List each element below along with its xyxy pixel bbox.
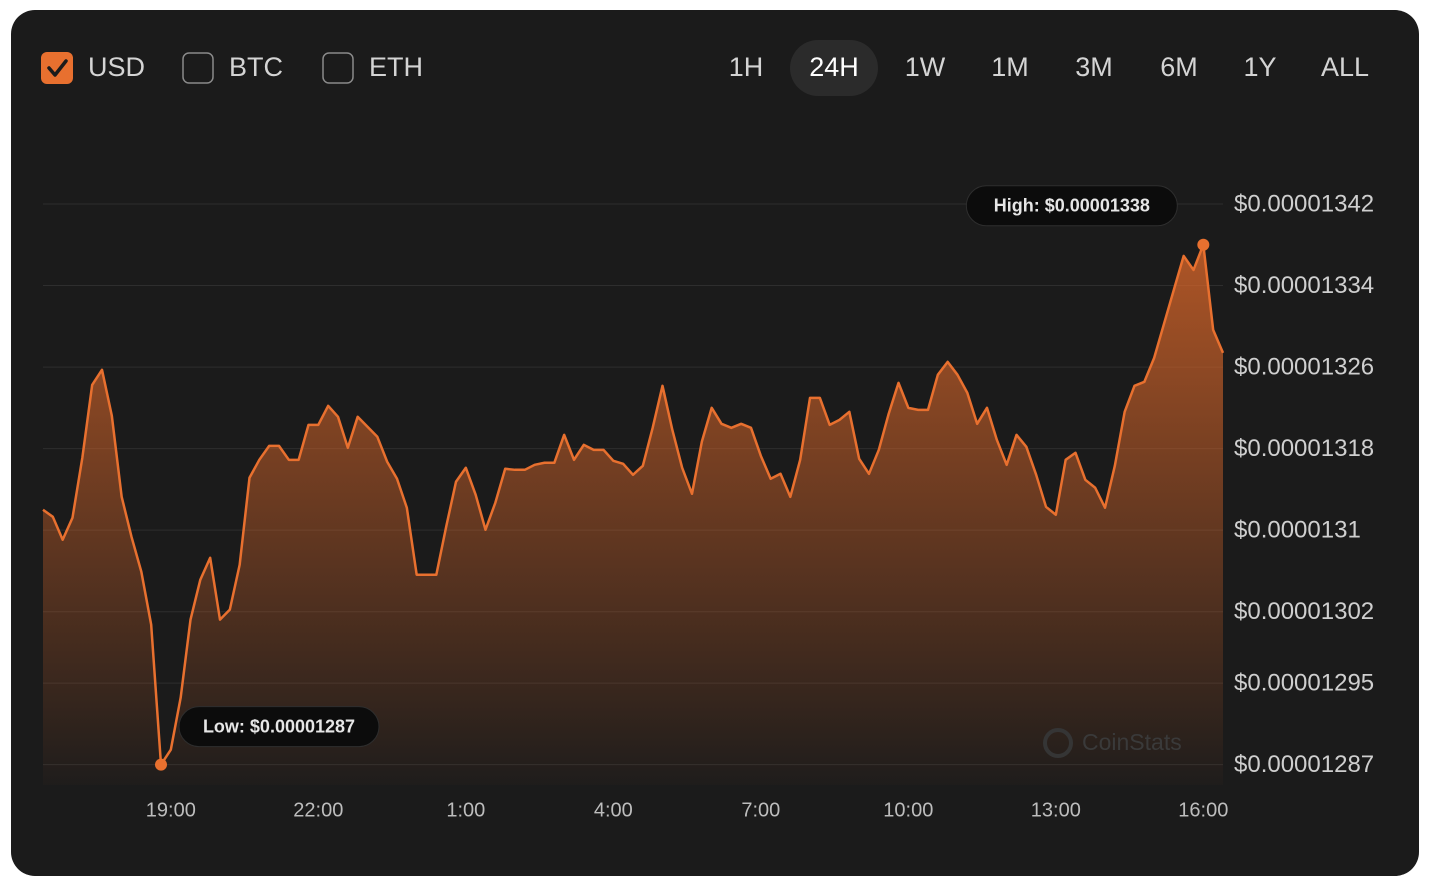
- range-label[interactable]: 6M: [1160, 52, 1198, 82]
- range-button[interactable]: 24H: [790, 40, 878, 96]
- y-tick-label: $0.00001326: [1234, 353, 1374, 380]
- range-selected-bg[interactable]: [790, 40, 878, 96]
- y-tick-label: $0.00001342: [1234, 190, 1374, 217]
- range-button[interactable]: 1H: [729, 52, 764, 82]
- x-tick-label: 19:00: [146, 799, 196, 821]
- annotation-bg: [965, 185, 1178, 227]
- low-annotation: Low: $0.00001287: [178, 706, 380, 748]
- range-button[interactable]: 6M: [1160, 52, 1198, 82]
- y-tick-label: $0.00001302: [1234, 598, 1374, 625]
- range-button[interactable]: 1Y: [1243, 52, 1276, 82]
- y-tick-label: $0.00001334: [1234, 272, 1374, 299]
- range-label[interactable]: 1H: [729, 52, 764, 82]
- currency-toggle[interactable]: ETH: [322, 52, 423, 84]
- currency-label[interactable]: BTC: [229, 52, 283, 82]
- checkbox[interactable]: [182, 52, 214, 84]
- range-label[interactable]: 1Y: [1243, 52, 1276, 82]
- x-tick-label: 10:00: [883, 799, 933, 821]
- price-line: [42, 243, 1225, 766]
- x-tick-label: 4:00: [594, 799, 633, 821]
- annotation-text: High: $0.00001338: [994, 195, 1150, 215]
- range-label[interactable]: 1W: [905, 52, 946, 82]
- watermark: CoinStats: [1043, 728, 1182, 758]
- x-tick-label: 7:00: [741, 799, 780, 821]
- range-button[interactable]: 1W: [905, 52, 946, 82]
- x-tick-label: 13:00: [1031, 799, 1081, 821]
- x-tick-label: 16:00: [1178, 799, 1228, 821]
- range-label[interactable]: ALL: [1321, 52, 1369, 82]
- currency-toggle[interactable]: BTC: [182, 52, 283, 84]
- x-tick-label: 22:00: [293, 799, 343, 821]
- range-button[interactable]: ALL: [1321, 52, 1369, 82]
- watermark-text: CoinStats: [1082, 729, 1182, 755]
- high-annotation: High: $0.00001338: [965, 185, 1178, 227]
- currency-label[interactable]: ETH: [369, 52, 423, 82]
- y-tick-label: $0.00001318: [1234, 435, 1374, 462]
- range-button[interactable]: 1M: [991, 52, 1029, 82]
- low-marker: [155, 758, 167, 771]
- currency-label[interactable]: USD: [88, 52, 145, 82]
- y-tick-label: $0.00001295: [1234, 669, 1374, 696]
- currency-toggle[interactable]: USD: [41, 52, 145, 84]
- annotation-bg: [178, 706, 380, 748]
- y-tick-label: $0.00001287: [1234, 751, 1374, 778]
- area-fill: [43, 244, 1223, 786]
- high-marker: [1197, 238, 1210, 251]
- checkbox[interactable]: [41, 52, 73, 84]
- range-button[interactable]: 3M: [1075, 52, 1113, 82]
- range-label[interactable]: 24H: [809, 52, 859, 82]
- watermark-icon: [1043, 728, 1073, 758]
- y-tick-label: $0.0000131: [1234, 517, 1361, 544]
- range-label[interactable]: 3M: [1075, 52, 1113, 82]
- annotation-text: Low: $0.00001287: [203, 716, 355, 736]
- checkmark: [47, 59, 68, 77]
- range-label[interactable]: 1M: [991, 52, 1029, 82]
- x-tick-label: 1:00: [446, 799, 485, 821]
- checkbox[interactable]: [322, 52, 354, 84]
